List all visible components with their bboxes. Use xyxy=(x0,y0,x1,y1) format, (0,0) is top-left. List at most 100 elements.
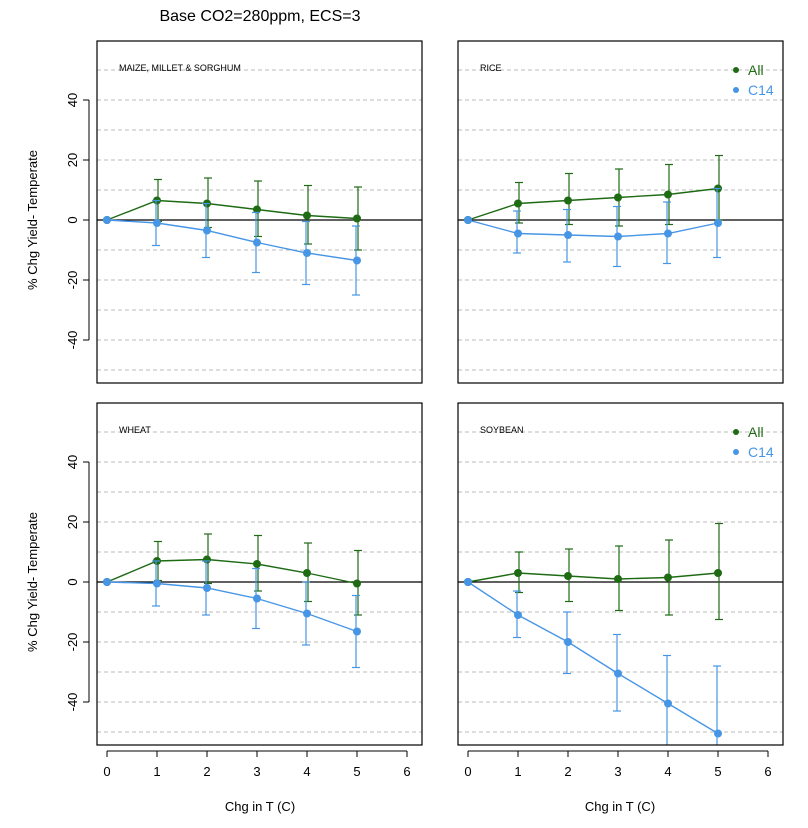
series-line-c14 xyxy=(106,219,358,262)
panel-frame xyxy=(457,402,784,746)
series-line-all xyxy=(467,572,719,583)
data-point-all xyxy=(203,555,211,564)
data-point-c14 xyxy=(514,229,522,238)
figure-title: Base CO2=280ppm, ECS=3 xyxy=(159,8,360,25)
data-point-all xyxy=(353,214,361,223)
series-all xyxy=(103,177,362,251)
series-line-c14 xyxy=(467,581,719,735)
data-point-all xyxy=(253,560,261,568)
y-tick-label: 0 xyxy=(65,216,80,223)
y-tick-label: -40 xyxy=(65,693,80,712)
x-tick-label: 0 xyxy=(464,764,471,779)
legend-label-all: All xyxy=(748,62,764,78)
data-point-all xyxy=(664,190,672,199)
gridlines xyxy=(458,69,783,371)
data-point-c14 xyxy=(464,578,472,586)
legend-marker-all xyxy=(733,67,739,73)
data-point-c14 xyxy=(253,594,261,603)
data-point-all xyxy=(253,205,261,214)
series-line-all xyxy=(106,558,358,585)
data-point-c14 xyxy=(664,699,672,708)
y-axis: 40 20 0 -20 -40 xyxy=(65,455,90,712)
legend: All C14 xyxy=(733,62,774,98)
y-tick-label: 20 xyxy=(65,515,80,529)
panel-frame xyxy=(96,402,423,746)
y-axis: 40 20 0 -20 -40 xyxy=(65,93,90,350)
series-all xyxy=(464,522,723,621)
plot-area xyxy=(464,154,723,268)
data-point-all xyxy=(514,199,522,208)
plot-area xyxy=(103,177,362,296)
legend: All C14 xyxy=(733,424,774,460)
panel-frame xyxy=(96,40,423,384)
data-point-all xyxy=(614,193,622,202)
series-c14 xyxy=(103,199,361,296)
y-tick-label: 40 xyxy=(65,455,80,469)
data-point-c14 xyxy=(464,216,472,224)
data-point-c14 xyxy=(303,609,311,618)
x-axis-label-left: Chg in T (C) xyxy=(225,799,295,814)
data-point-c14 xyxy=(303,249,311,257)
panel-wheat: WHEAT 40 20 0 -20 -40 0 1 2 3 4 5 6 xyxy=(65,402,423,779)
x-tick-label: 3 xyxy=(614,764,621,779)
x-tick-label: 1 xyxy=(153,764,160,779)
data-point-c14 xyxy=(103,578,111,586)
series-c14 xyxy=(464,187,722,268)
series-line-c14 xyxy=(467,219,719,238)
data-point-c14 xyxy=(614,669,622,678)
panel-title: WHEAT xyxy=(119,425,151,435)
panel-soybean: SOYBEAN All C14 0 1 2 3 4 5 6 xyxy=(457,402,784,779)
plot-area xyxy=(103,533,362,669)
y-axis-label-top: % Chg Yield- Temperate xyxy=(25,150,40,290)
data-point-c14 xyxy=(203,226,211,235)
x-tick-label: 3 xyxy=(253,764,260,779)
data-point-c14 xyxy=(353,627,361,636)
data-point-c14 xyxy=(564,638,572,646)
data-point-c14 xyxy=(353,256,361,265)
panel-frame xyxy=(457,40,784,384)
legend-marker-all xyxy=(733,429,739,435)
x-axis-label-right: Chg in T (C) xyxy=(585,799,655,814)
y-tick-label: -20 xyxy=(65,271,80,290)
series-all xyxy=(103,533,362,616)
y-tick-label: 40 xyxy=(65,93,80,107)
x-tick-label: 4 xyxy=(303,764,310,779)
legend-label-c14: C14 xyxy=(748,444,774,460)
data-point-all xyxy=(303,211,311,220)
data-point-all xyxy=(514,569,522,577)
data-point-c14 xyxy=(203,584,211,592)
x-tick-label: 1 xyxy=(514,764,521,779)
y-tick-label: 20 xyxy=(65,153,80,167)
panel-title: RICE xyxy=(480,63,502,73)
x-tick-label: 0 xyxy=(103,764,110,779)
gridlines xyxy=(97,69,422,371)
data-point-all xyxy=(664,573,672,582)
panel-maize-millet-sorghum: MAIZE, MILLET & SORGHUM 40 20 0 -20 -40 xyxy=(65,40,423,384)
x-tick-label: 5 xyxy=(714,764,721,779)
data-point-c14 xyxy=(153,219,161,227)
series-c14 xyxy=(464,578,722,745)
x-tick-label: 2 xyxy=(564,764,571,779)
data-point-all xyxy=(714,569,722,577)
data-point-c14 xyxy=(253,238,261,247)
data-point-c14 xyxy=(714,219,722,227)
data-point-all xyxy=(564,572,572,580)
data-point-all xyxy=(353,579,361,588)
data-point-c14 xyxy=(153,579,161,588)
x-tick-label: 6 xyxy=(403,764,410,779)
x-axis: 0 1 2 3 4 5 6 xyxy=(103,750,411,779)
x-axis: 0 1 2 3 4 5 6 xyxy=(464,750,772,779)
x-tick-label: 4 xyxy=(664,764,671,779)
plot-area xyxy=(464,522,723,745)
x-tick-label: 2 xyxy=(203,764,210,779)
y-tick-label: -40 xyxy=(65,331,80,350)
data-point-all xyxy=(614,575,622,583)
data-point-c14 xyxy=(614,232,622,241)
series-c14 xyxy=(103,560,361,669)
y-tick-label: -20 xyxy=(65,633,80,652)
series-all xyxy=(464,154,723,227)
x-tick-label: 6 xyxy=(764,764,771,779)
y-tick-label: 0 xyxy=(65,578,80,585)
panel-title: MAIZE, MILLET & SORGHUM xyxy=(119,63,241,73)
